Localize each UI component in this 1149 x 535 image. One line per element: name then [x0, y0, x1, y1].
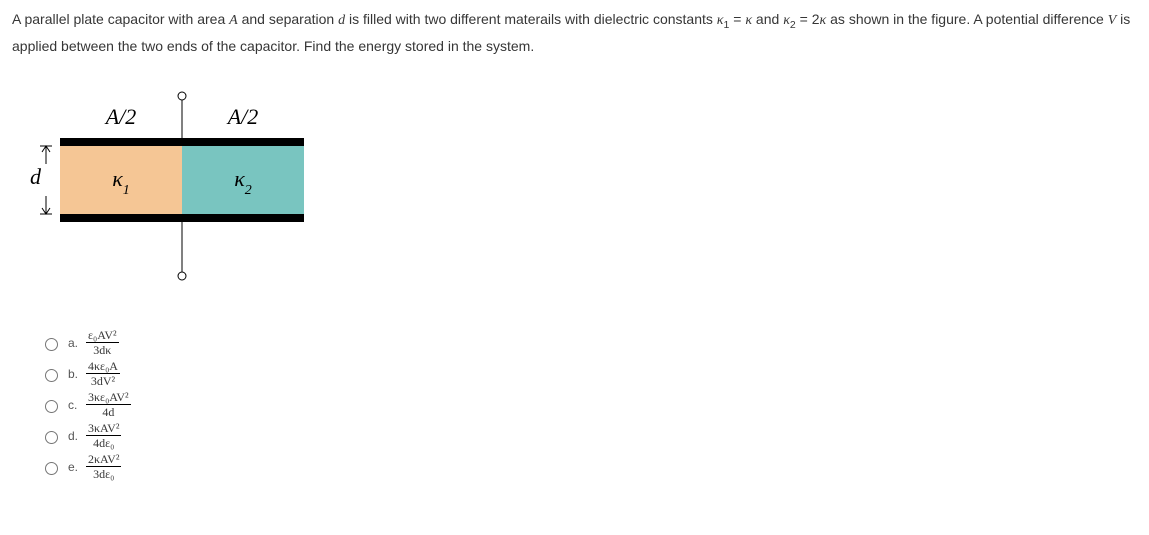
option-formula: 3κε₀AV²4d	[86, 391, 131, 418]
option-letter: c.	[68, 398, 86, 412]
option-formula: 3κAV²4dε₀	[86, 422, 121, 449]
svg-text:A/2: A/2	[226, 104, 259, 129]
option-row: c.3κε₀AV²4d	[40, 391, 1137, 418]
option-formula: ε₀AV²3dκ	[86, 329, 119, 356]
option-radio[interactable]	[45, 400, 58, 413]
svg-text:A/2: A/2	[104, 104, 137, 129]
capacitor-diagram: dA/2A/2κ1κ2	[24, 86, 1137, 289]
option-radio[interactable]	[45, 338, 58, 351]
answer-options: a.ε₀AV²3dκb.4κε₀A3dV²c.3κε₀AV²4dd.3κAV²4…	[40, 329, 1137, 480]
option-letter: b.	[68, 367, 86, 381]
option-row: d.3κAV²4dε₀	[40, 422, 1137, 449]
option-row: b.4κε₀A3dV²	[40, 360, 1137, 387]
option-radio[interactable]	[45, 462, 58, 475]
option-radio[interactable]	[45, 369, 58, 382]
option-radio[interactable]	[45, 431, 58, 444]
question-text: A parallel plate capacitor with area A a…	[12, 8, 1137, 58]
option-letter: a.	[68, 336, 86, 350]
option-letter: e.	[68, 460, 86, 474]
option-row: e.2κAV²3dε₀	[40, 453, 1137, 480]
svg-text:d: d	[30, 164, 42, 189]
option-formula: 2κAV²3dε₀	[86, 453, 121, 480]
option-formula: 4κε₀A3dV²	[86, 360, 120, 387]
option-letter: d.	[68, 429, 86, 443]
option-row: a.ε₀AV²3dκ	[40, 329, 1137, 356]
